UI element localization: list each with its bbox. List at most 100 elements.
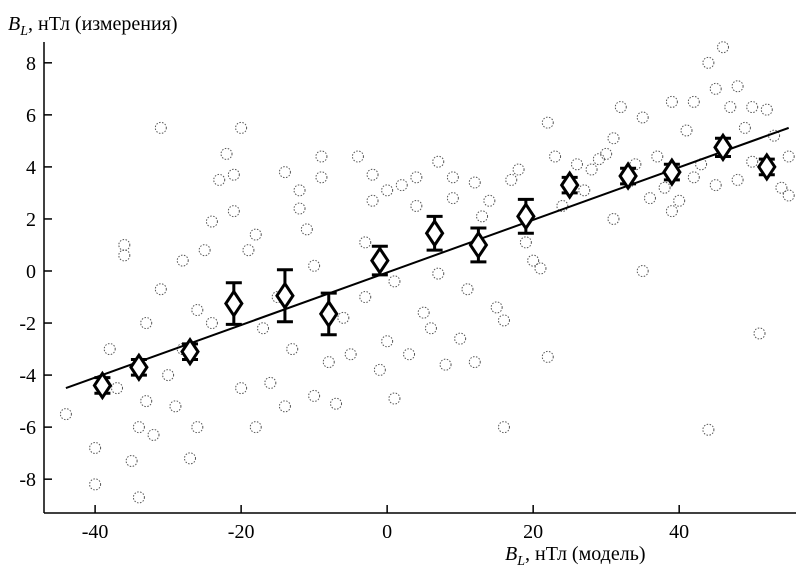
point (388, 392, 401, 405)
point (89, 441, 102, 454)
y-label-subscript: L (19, 24, 28, 39)
point (476, 210, 489, 223)
y-tick-label: -4 (19, 365, 36, 387)
point (607, 132, 620, 145)
point (600, 147, 613, 160)
point (709, 179, 722, 192)
point (446, 171, 459, 184)
y-label-text: , нТл (измерения) (28, 13, 178, 35)
y-tick-label: 8 (26, 53, 36, 75)
x-label-symbol: B (505, 543, 517, 565)
x-tick-label: 40 (669, 521, 689, 543)
point (643, 192, 656, 205)
point (753, 327, 766, 340)
point (746, 101, 759, 114)
point (702, 56, 715, 69)
point (235, 121, 248, 134)
point (300, 223, 313, 236)
point (519, 236, 532, 249)
point (549, 150, 562, 163)
point (176, 254, 189, 267)
point (658, 181, 671, 194)
point (322, 356, 335, 369)
point (184, 452, 197, 465)
point (359, 291, 372, 304)
point (731, 173, 744, 186)
point (132, 491, 145, 504)
point (454, 332, 467, 345)
point (162, 369, 175, 382)
mean-marker (92, 370, 113, 401)
point (424, 322, 437, 335)
point (607, 212, 620, 225)
y-tick-label: -2 (19, 313, 36, 335)
point (235, 382, 248, 395)
point (760, 103, 773, 116)
point (264, 376, 277, 389)
point (213, 173, 226, 186)
mean-marker (516, 201, 536, 232)
y-tick-label: 2 (26, 209, 36, 231)
point (227, 168, 240, 181)
point (716, 41, 729, 54)
point (468, 356, 481, 369)
point (359, 236, 372, 249)
point (724, 101, 737, 114)
point (702, 423, 715, 436)
point (439, 358, 452, 371)
mean-marker (370, 245, 390, 276)
point (556, 199, 569, 212)
point (381, 335, 394, 348)
point (198, 244, 211, 257)
point (497, 314, 510, 327)
mean-marker (559, 170, 580, 200)
point (687, 95, 700, 108)
x-tick-label: -20 (228, 521, 255, 543)
point (278, 166, 291, 179)
point (249, 421, 262, 434)
mean-marker (756, 152, 777, 182)
y-tick-label: 6 (26, 105, 36, 127)
point (381, 184, 394, 197)
point (103, 343, 116, 356)
point (257, 322, 270, 335)
point (118, 249, 131, 262)
point (278, 400, 291, 413)
x-tick-label: -40 (82, 521, 109, 543)
point (140, 317, 153, 330)
point (132, 421, 145, 434)
point (665, 205, 678, 218)
point (497, 421, 510, 434)
point (410, 199, 423, 212)
point (205, 317, 218, 330)
point (403, 348, 416, 361)
point (147, 428, 160, 441)
mean-marker (275, 281, 295, 311)
point (373, 363, 386, 376)
mean-marker (618, 161, 638, 191)
mean-marker (662, 157, 682, 187)
point (578, 184, 591, 197)
y-axis-label: BL, нТл (измерения) (8, 13, 178, 39)
point (366, 168, 379, 181)
point (154, 121, 167, 134)
point (673, 194, 686, 207)
x-tick-label: 20 (523, 521, 543, 543)
point (344, 348, 357, 361)
point (585, 163, 598, 176)
mean-marker (318, 299, 339, 329)
point (527, 254, 540, 267)
point (746, 155, 759, 168)
point (154, 283, 167, 296)
mean-marker (468, 230, 489, 260)
point (111, 382, 124, 395)
point (366, 194, 379, 207)
x-tick-label: 0 (382, 521, 392, 543)
point (731, 80, 744, 93)
point (483, 194, 496, 207)
mean-marker (713, 132, 733, 163)
point (782, 189, 795, 202)
point (89, 478, 102, 491)
point (308, 389, 321, 402)
